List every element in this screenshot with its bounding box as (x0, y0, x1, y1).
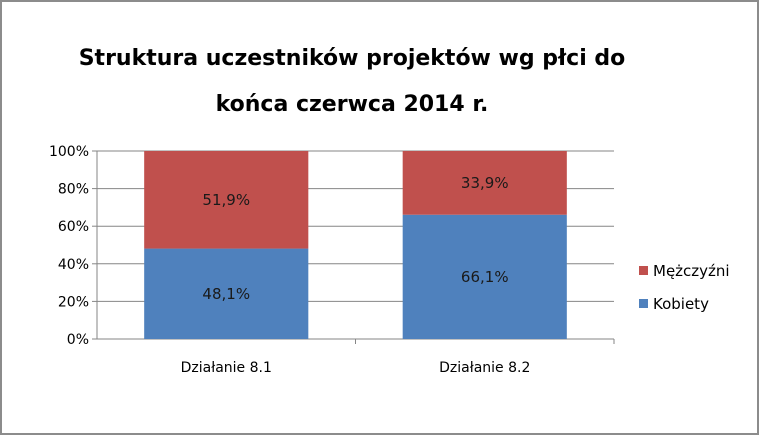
data-label: 33,9% (461, 174, 509, 192)
y-tick-label: 100% (49, 144, 89, 160)
bar-segment (402, 151, 567, 215)
x-tick-label: Działanie 8.1 (181, 360, 272, 376)
y-tick-label: 20% (58, 294, 89, 310)
legend-label: Kobiety (653, 295, 709, 313)
y-tick-label: 60% (58, 219, 89, 235)
data-label: 48,1% (202, 285, 250, 303)
y-tick-label: 80% (58, 182, 89, 198)
data-label: 51,9% (202, 191, 250, 209)
x-tick-label: Działanie 8.2 (439, 360, 530, 376)
bar-segment (144, 248, 309, 339)
legend-swatch (639, 299, 648, 308)
bar-segment (402, 214, 567, 339)
y-tick-label: 0% (67, 332, 89, 348)
legend-label: Mężczyźni (653, 262, 730, 280)
data-label: 66,1% (461, 268, 509, 286)
chart-title: Struktura uczestników projektów wg płci … (78, 46, 626, 117)
bar-segment (144, 151, 309, 249)
legend-swatch (639, 266, 648, 275)
y-tick-label: 40% (58, 257, 89, 273)
